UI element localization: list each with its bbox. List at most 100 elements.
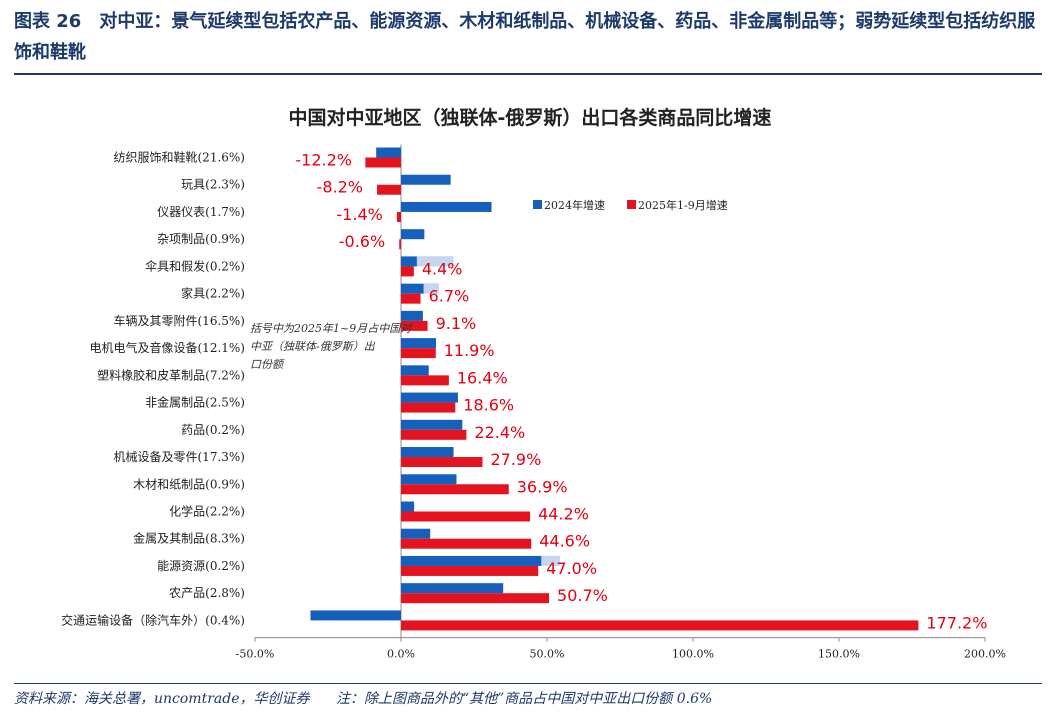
axis-layer: -50.0% 0.0% 50.0% 100.0% 150.0% 200.0%: [236, 144, 1006, 661]
header-divider: [14, 73, 1042, 75]
data-label-2025: 44.6%: [539, 532, 590, 551]
footer: 资料来源：海关总署，uncomtrade，华创证券 注：除上图商品外的“其他”商…: [14, 688, 1042, 708]
data-label-2025: 18.6%: [463, 396, 514, 415]
note-text: 注：除上图商品外的“其他”商品占中国对中亚出口份额 0.6%: [335, 691, 713, 707]
bar-2024: [401, 447, 454, 458]
data-label-2025: 177.2%: [926, 613, 987, 632]
category-label: 非金属制品(2.5%): [145, 395, 245, 410]
data-label-box: [552, 583, 614, 608]
bar-2024: [401, 583, 504, 594]
legend: 2024年增速 2025年1-9月增速: [533, 198, 728, 212]
data-label-box: [511, 474, 574, 499]
bar-2025: [401, 457, 483, 468]
data-label-2025: 47.0%: [546, 559, 597, 578]
bar-2024: [401, 555, 561, 566]
bar-2024: [376, 147, 401, 158]
source-text: 资料来源：海关总署，uncomtrade，华创证券: [14, 691, 310, 707]
category-label: 电机电气及音像设备(12.1%): [90, 340, 246, 355]
data-label-box: [921, 610, 993, 635]
bar-2025: [396, 211, 401, 222]
category-label: 交通运输设备（除汽车外）(0.4%): [61, 612, 245, 627]
data-label-box: [430, 310, 483, 335]
data-label-box: [458, 392, 520, 417]
x-tick-label: 0.0%: [387, 648, 415, 661]
data-label-box: [333, 229, 396, 254]
bar-2025: [401, 375, 449, 386]
bar-2024: [401, 392, 458, 403]
bar-2024: [401, 283, 439, 294]
bar-2025: [401, 293, 421, 304]
data-label-box: [541, 555, 603, 580]
bar-2024: [401, 229, 425, 240]
category-label: 机械设备及零件(17.3%): [114, 449, 246, 464]
category-label: 农产品(2.8%): [169, 586, 245, 600]
legend-swatch-2024: [533, 200, 542, 209]
data-label-box: [311, 174, 374, 199]
bar-2025: [401, 320, 428, 331]
data-label-box: [451, 365, 514, 390]
bar-2025: [377, 184, 401, 195]
annotation-line: 口份额: [250, 358, 285, 371]
bar-2024: [401, 528, 431, 539]
data-label-box: [416, 256, 469, 281]
data-label-box: [485, 447, 547, 472]
annotation-line: 括号中为2025年1~9月占中国对: [250, 322, 413, 335]
legend-label-2024: 2024年增速: [544, 198, 605, 212]
data-label-2025: 22.4%: [474, 423, 525, 442]
data-label-2025: 11.9%: [444, 341, 495, 360]
legend-label-2025: 2025年1-9月增速: [638, 198, 728, 212]
x-tick-label: -50.0%: [236, 648, 275, 661]
category-label: 金属及其制品(8.3%): [133, 531, 245, 546]
bar-2025: [401, 402, 456, 413]
data-label-2025: 50.7%: [557, 586, 608, 605]
bar-2024: [401, 310, 423, 321]
bar-2025: [401, 484, 509, 495]
bar-2024: [401, 365, 429, 376]
bar-2024: [401, 338, 437, 349]
data-label-box: [533, 501, 595, 526]
data-label-2025: 4.4%: [422, 259, 463, 278]
data-label-box: [438, 338, 501, 363]
footer-divider: [14, 683, 1042, 684]
data-label-2025: 16.4%: [457, 368, 508, 387]
category-label: 纺织服饰和鞋靴(21.6%): [114, 150, 246, 165]
category-label: 药品(0.2%): [181, 423, 245, 437]
bar-2024: [401, 474, 457, 485]
bar-2024: [401, 201, 492, 212]
data-label-2025: 44.2%: [538, 504, 589, 523]
bar-2025: [401, 511, 531, 522]
data-label-2025: -0.6%: [339, 232, 385, 251]
data-label-2025: -1.4%: [336, 205, 382, 224]
legend-swatch-2025: [627, 200, 636, 209]
data-label-box: [534, 528, 596, 553]
data-label-box: [469, 419, 531, 444]
category-label: 仪器仪表(1.7%): [157, 205, 245, 219]
figure-caption: 图表 26 对中亚：景气延续型包括农产品、能源资源、木材和纸制品、机械设备、药品…: [14, 11, 1036, 63]
bar-2025: [401, 620, 919, 631]
chart-title: 中国对中亚地区（独联体-俄罗斯）出口各类商品同比增速: [289, 106, 772, 129]
data-label-box: [331, 201, 393, 226]
bar-2024: [401, 501, 415, 512]
bar-2025: [365, 157, 401, 168]
bar-2024: [401, 419, 463, 430]
data-label-box: [423, 283, 476, 308]
data-label-box: [290, 147, 362, 172]
x-tick-label: 100.0%: [672, 648, 714, 661]
data-label-2025: 9.1%: [436, 314, 477, 333]
category-label: 伞具和假发(0.2%): [145, 258, 245, 273]
x-tick-label: 150.0%: [818, 648, 860, 661]
data-label-2025: 36.9%: [517, 477, 568, 496]
annotation-line: 中亚（独联体-俄罗斯）出: [250, 340, 376, 353]
x-tick-label: 50.0%: [530, 648, 565, 661]
bar-2025: [401, 593, 550, 604]
category-label: 车辆及其零附件(16.5%): [114, 313, 246, 328]
category-label: 化学品(2.2%): [169, 503, 245, 518]
category-label: 杂项制品(0.9%): [157, 232, 245, 246]
bars-layer: [310, 147, 919, 631]
category-label: 塑料橡胶和皮革制品(7.2%): [97, 367, 245, 382]
labels-layer: 纺织服饰和鞋靴(21.6%) -12.2% 玩具(2.3%) -8.2% 仪器仪表(1.…: [61, 147, 993, 635]
data-label-2025: 27.9%: [490, 450, 541, 469]
bar-2025: [401, 538, 532, 549]
data-label-2025: -8.2%: [317, 178, 363, 197]
data-label-2025: -12.2%: [295, 151, 352, 170]
